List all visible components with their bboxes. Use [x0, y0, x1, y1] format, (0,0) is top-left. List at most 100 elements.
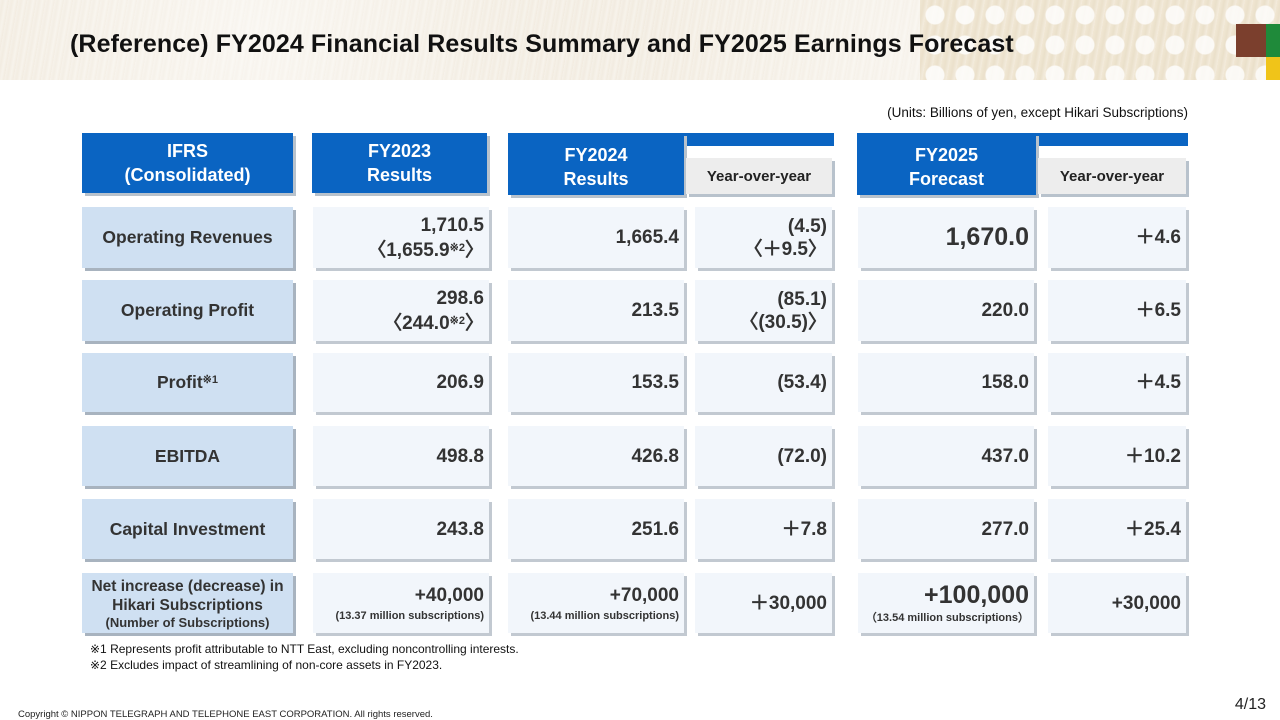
header-fy2024-line1: FY2024 — [564, 145, 628, 165]
value-sub: 〈(30.5)〉 — [739, 311, 827, 333]
header-ifrs: IFRS (Consolidated) — [82, 133, 293, 193]
row-label-operating-profit: Operating Profit — [82, 280, 293, 341]
cell-fy2023-profit: 206.9 — [313, 353, 489, 412]
row-label-text: Profit※1 — [157, 372, 218, 393]
row-label-line3: (Number of Subscriptions) — [105, 614, 270, 630]
value: +100,000 — [924, 580, 1029, 609]
value: 153.5 — [631, 372, 679, 393]
banner-pattern — [920, 0, 1280, 80]
page-number: 4/13 — [1234, 696, 1266, 713]
footnote-1: ※1 Represents profit attributable to NTT… — [90, 642, 519, 656]
value: (4.5) — [787, 215, 827, 237]
cell-fy2023-hikari: +40,000 (13.37 million subscriptions) — [313, 573, 489, 633]
value-sub: 〈＋9.5〉 — [743, 238, 827, 260]
value: 220.0 — [981, 300, 1029, 321]
cell-fy2025-ebitda: 437.0 — [858, 426, 1034, 486]
value: (53.4) — [777, 372, 827, 393]
cell-fy2025-capital-investment: 277.0 — [858, 499, 1034, 559]
cell-fy2024-yoy-ebitda: (72.0) — [695, 426, 832, 486]
row-label-text: Operating Revenues — [102, 227, 273, 247]
cell-fy2025-yoy-operating-revenues: ＋4.6 — [1048, 207, 1186, 268]
value: ＋30,000 — [749, 592, 827, 614]
cell-fy2025-operating-profit: 220.0 — [858, 280, 1034, 341]
value-sub-text: 〈1,655.9 — [367, 239, 450, 261]
cell-fy2024-yoy-operating-profit: (85.1) 〈(30.5)〉 — [695, 280, 832, 341]
row-label-operating-revenues: Operating Revenues — [82, 207, 293, 268]
value: ＋4.6 — [1135, 227, 1181, 248]
cell-fy2023-capital-investment: 243.8 — [313, 499, 489, 559]
value-note: (13.37 million subscriptions) — [335, 609, 484, 622]
value-note: (13.44 million subscriptions) — [530, 609, 679, 622]
header-fy2024: FY2024 Results — [508, 133, 684, 195]
brand-swatch-yellow — [1266, 57, 1280, 80]
value: 437.0 — [981, 445, 1029, 467]
title-banner — [0, 0, 1280, 80]
header-ifrs-line2: (Consolidated) — [124, 165, 251, 185]
row-label-capital-investment: Capital Investment — [82, 499, 293, 559]
value: +30,000 — [1111, 592, 1181, 614]
value: ＋4.5 — [1135, 372, 1181, 393]
row-label-ebitda: EBITDA — [82, 426, 293, 486]
cell-fy2024-yoy-capital-investment: ＋7.8 — [695, 499, 832, 559]
header-ifrs-line1: IFRS — [166, 141, 208, 161]
cell-fy2025-profit: 158.0 — [858, 353, 1034, 412]
value: 251.6 — [631, 518, 679, 540]
value: 206.9 — [436, 372, 484, 393]
cell-fy2024-yoy-hikari: ＋30,000 — [695, 573, 832, 633]
value: 1,670.0 — [945, 223, 1029, 251]
value: 426.8 — [631, 445, 679, 467]
value-sub: 〈1,655.9※2〉 — [367, 237, 484, 262]
cell-fy2024-profit: 153.5 — [508, 353, 684, 412]
footnote-mark: ※2 — [449, 241, 465, 254]
value: 1,710.5 — [420, 214, 484, 236]
value: ＋7.8 — [781, 518, 827, 540]
value-sub-text: 〈244.0 — [383, 312, 450, 334]
value: 498.8 — [436, 445, 484, 467]
value: 243.8 — [436, 518, 484, 540]
header-fy2023-line1: FY2023 — [367, 141, 432, 161]
cell-fy2025-hikari: +100,000 （13.54 million subscriptions） — [858, 573, 1034, 633]
cell-fy2024-yoy-operating-revenues: (4.5) 〈＋9.5〉 — [695, 207, 832, 268]
units-note: (Units: Billions of yen, except Hikari S… — [887, 105, 1188, 120]
value: ＋6.5 — [1135, 300, 1181, 321]
header-fy2025: FY2025 Forecast — [857, 133, 1036, 195]
cell-fy2025-yoy-hikari: +30,000 — [1048, 573, 1186, 633]
footnotes: ※1 Represents profit attributable to NTT… — [90, 641, 519, 673]
value: 277.0 — [981, 518, 1029, 540]
value: 298.6 — [436, 287, 484, 309]
footnote-mark: ※1 — [202, 374, 219, 386]
row-label-line1: Net increase (decrease) in — [91, 577, 284, 595]
cell-fy2024-ebitda: 426.8 — [508, 426, 684, 486]
cell-fy2024-operating-revenues: 1,665.4 — [508, 207, 684, 268]
page-title: (Reference) FY2024 Financial Results Sum… — [70, 30, 1014, 58]
value-note: （13.54 million subscriptions） — [865, 611, 1029, 624]
row-label-profit: Profit※1 — [82, 353, 293, 412]
cell-fy2023-ebitda: 498.8 — [313, 426, 489, 486]
cell-fy2023-operating-profit: 298.6 〈244.0※2〉 — [313, 280, 489, 341]
value: (85.1) — [777, 288, 827, 310]
row-label-line2: Hikari Subscriptions — [112, 596, 263, 614]
value-sub-end: 〉 — [464, 239, 484, 261]
value: 158.0 — [981, 372, 1029, 393]
header-fy2023: FY2023 Results — [312, 133, 487, 193]
header-fy2023-line2: Results — [366, 165, 433, 185]
value: ＋25.4 — [1125, 518, 1181, 540]
cell-fy2024-operating-profit: 213.5 — [508, 280, 684, 341]
header-fy2025-line2: Forecast — [908, 169, 985, 189]
row-label-hikari: Net increase (decrease) in Hikari Subscr… — [82, 573, 293, 633]
row-label-text: EBITDA — [154, 445, 221, 466]
cell-fy2025-yoy-ebitda: ＋10.2 — [1048, 426, 1186, 486]
cell-fy2025-operating-revenues: 1,670.0 — [858, 207, 1034, 268]
cell-fy2025-yoy-operating-profit: ＋6.5 — [1048, 280, 1186, 341]
row-label-text: Operating Profit — [120, 300, 255, 320]
cell-fy2024-capital-investment: 251.6 — [508, 499, 684, 559]
copyright: Copyright © NIPPON TELEGRAPH AND TELEPHO… — [18, 709, 433, 720]
row-label-text: Capital Investment — [109, 518, 266, 539]
cell-fy2024-yoy-profit: (53.4) — [695, 353, 832, 412]
cell-fy2025-yoy-capital-investment: ＋25.4 — [1048, 499, 1186, 559]
cell-fy2024-hikari: +70,000 (13.44 million subscriptions) — [508, 573, 684, 633]
footnote-2: ※2 Excludes impact of streamlining of no… — [90, 658, 443, 672]
value: (72.0) — [777, 445, 827, 467]
footnote-mark: ※2 — [449, 314, 465, 327]
value-sub: 〈244.0※2〉 — [383, 310, 484, 335]
